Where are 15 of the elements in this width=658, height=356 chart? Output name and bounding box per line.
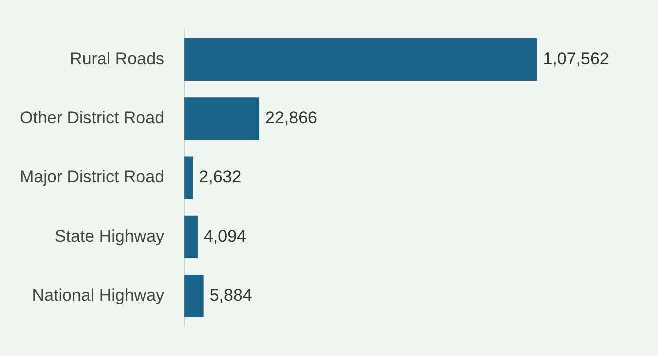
bar — [184, 38, 538, 82]
bar — [184, 274, 204, 318]
data-label: 1,07,562 — [543, 49, 610, 68]
y-tick-label: Rural Roads — [70, 49, 165, 68]
bar — [184, 156, 194, 200]
data-label: 5,884 — [210, 286, 252, 305]
data-label: 4,094 — [204, 226, 247, 246]
y-tick-label: Other District Road — [20, 108, 165, 128]
bar — [184, 98, 260, 140]
data-label: 22,866 — [266, 108, 318, 128]
bar — [184, 216, 198, 258]
y-tick-label: Major District Road — [20, 168, 165, 187]
y-tick-label: State Highway — [54, 226, 166, 246]
data-label: 2,632 — [199, 168, 242, 187]
y-tick-label: National Highway — [32, 286, 166, 305]
